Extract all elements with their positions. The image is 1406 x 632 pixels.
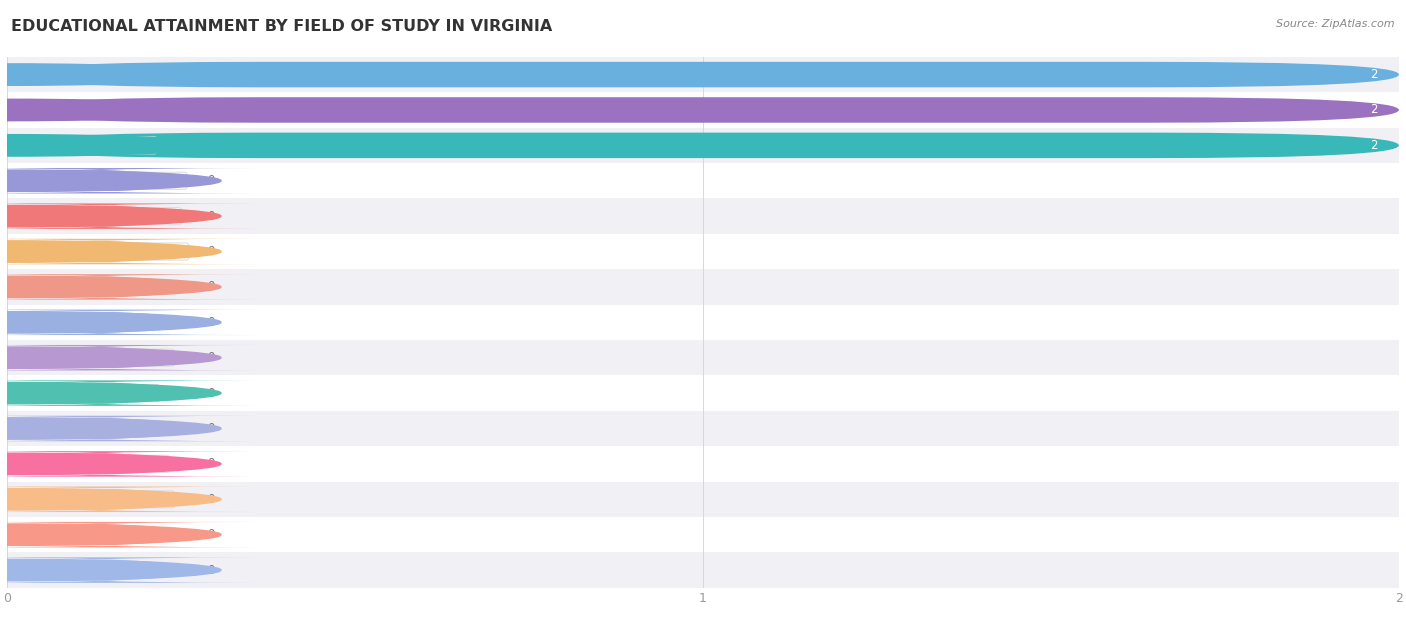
Bar [7, 482, 1399, 517]
Bar [7, 305, 1399, 340]
Circle shape [0, 64, 221, 85]
FancyBboxPatch shape [7, 97, 1399, 123]
Text: 0: 0 [208, 351, 215, 364]
FancyBboxPatch shape [7, 133, 1399, 158]
Text: Arts & Humanities: Arts & Humanities [35, 565, 136, 575]
Text: Social Sciences: Social Sciences [35, 70, 121, 80]
Bar [7, 340, 1399, 375]
FancyBboxPatch shape [0, 380, 257, 406]
FancyBboxPatch shape [0, 345, 257, 370]
Bar [7, 446, 1399, 482]
Circle shape [0, 382, 221, 404]
Text: Computers & Mathematics: Computers & Mathematics [35, 176, 184, 186]
Circle shape [0, 241, 221, 262]
FancyBboxPatch shape [0, 310, 257, 335]
Circle shape [0, 99, 221, 121]
Text: Engineering: Engineering [35, 317, 103, 327]
Circle shape [0, 347, 221, 368]
Text: 2: 2 [1371, 104, 1378, 116]
FancyBboxPatch shape [0, 274, 257, 300]
FancyBboxPatch shape [0, 487, 257, 512]
Circle shape [0, 276, 221, 298]
FancyBboxPatch shape [0, 168, 257, 193]
Bar [7, 234, 1399, 269]
FancyBboxPatch shape [0, 557, 257, 583]
Bar [7, 198, 1399, 234]
Text: 0: 0 [208, 528, 215, 541]
Text: 0: 0 [208, 281, 215, 293]
Text: Liberal Arts & History: Liberal Arts & History [35, 140, 155, 150]
Text: EDUCATIONAL ATTAINMENT BY FIELD OF STUDY IN VIRGINIA: EDUCATIONAL ATTAINMENT BY FIELD OF STUDY… [11, 19, 553, 34]
FancyBboxPatch shape [0, 451, 257, 477]
Text: Science & Technology: Science & Technology [35, 388, 156, 398]
Text: 0: 0 [208, 210, 215, 222]
Text: Communications: Communications [35, 530, 128, 540]
Text: Psychology: Psychology [35, 282, 97, 292]
FancyBboxPatch shape [0, 522, 257, 547]
Text: Source: ZipAtlas.com: Source: ZipAtlas.com [1277, 19, 1395, 29]
Circle shape [0, 453, 221, 475]
Text: Business: Business [35, 423, 84, 434]
Text: 0: 0 [208, 174, 215, 187]
Bar [7, 269, 1399, 305]
Text: 2: 2 [1371, 68, 1378, 81]
Bar [7, 92, 1399, 128]
Bar [7, 57, 1399, 92]
FancyBboxPatch shape [7, 62, 1399, 87]
Text: Bio, Nature & Agricultural: Bio, Nature & Agricultural [35, 211, 179, 221]
Circle shape [0, 312, 221, 333]
Text: Literature & Languages: Literature & Languages [35, 459, 167, 469]
Text: 0: 0 [208, 493, 215, 506]
Bar [7, 128, 1399, 163]
Text: 0: 0 [208, 316, 215, 329]
Bar [7, 411, 1399, 446]
Text: 0: 0 [208, 245, 215, 258]
FancyBboxPatch shape [0, 204, 257, 229]
Text: Education: Education [35, 105, 90, 115]
FancyBboxPatch shape [0, 416, 257, 441]
Text: 2: 2 [1371, 139, 1378, 152]
Bar [7, 517, 1399, 552]
Circle shape [0, 489, 221, 510]
Text: 0: 0 [208, 422, 215, 435]
FancyBboxPatch shape [0, 239, 257, 264]
Bar [7, 163, 1399, 198]
Bar [7, 552, 1399, 588]
Circle shape [0, 135, 221, 156]
Text: Multidisciplinary Studies: Multidisciplinary Studies [35, 353, 172, 363]
Text: Physical & Health Sciences: Physical & Health Sciences [35, 246, 186, 257]
Circle shape [0, 418, 221, 439]
Circle shape [0, 559, 221, 581]
Bar [7, 375, 1399, 411]
Text: Visual & Performing Arts: Visual & Performing Arts [35, 494, 172, 504]
Text: 0: 0 [208, 458, 215, 470]
Circle shape [0, 170, 221, 191]
Text: 0: 0 [208, 564, 215, 576]
Circle shape [0, 524, 221, 545]
Circle shape [0, 205, 221, 227]
Text: 0: 0 [208, 387, 215, 399]
